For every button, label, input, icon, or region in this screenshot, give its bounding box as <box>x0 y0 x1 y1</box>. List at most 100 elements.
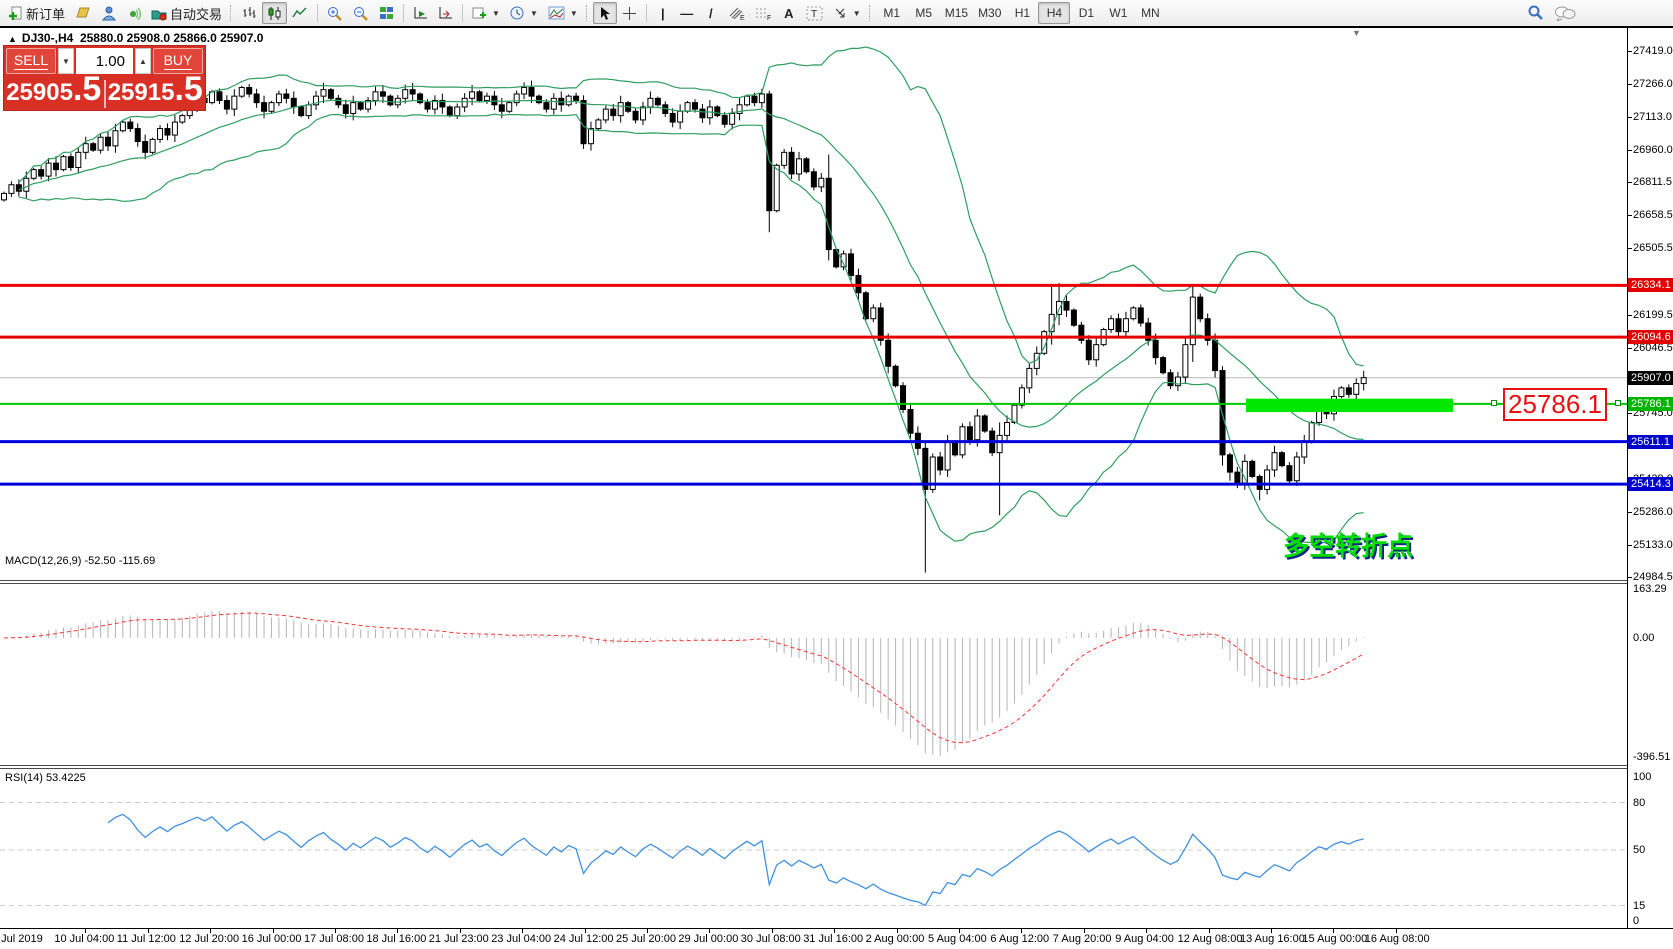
toolbar-separator <box>462 4 464 22</box>
chart-shift-button[interactable] <box>433 2 458 24</box>
time-axis-tick-mark <box>85 929 87 933</box>
rsi-panel-plot[interactable] <box>0 769 1628 928</box>
auto-scroll-button[interactable] <box>408 2 433 24</box>
bar-chart-button[interactable] <box>237 2 262 24</box>
channel-icon: E <box>729 7 745 21</box>
text-tool-icon: A <box>784 5 794 21</box>
text-tool-button[interactable]: A <box>777 2 801 24</box>
chart-title: ▲ DJ30-,H4 25880.0 25908.0 25866.0 25907.… <box>8 31 263 45</box>
indicators-button[interactable]: ▼ <box>543 2 583 24</box>
time-axis-label: 16 Aug 08:00 <box>1364 933 1430 945</box>
price-axis-border <box>1627 28 1628 929</box>
signal-icon <box>130 7 142 20</box>
pivot-price-callout[interactable]: 25786.1 <box>1503 388 1607 421</box>
time-axis-label: 25 Jul 20:00 <box>616 933 676 945</box>
volume-input[interactable]: 1.00 <box>76 48 133 74</box>
time-axis-tick-mark <box>1395 929 1397 933</box>
price-badge: 25786.1 <box>1628 396 1673 411</box>
time-axis-label: 17 Jul 08:00 <box>304 933 364 945</box>
object-handle[interactable] <box>1615 400 1621 406</box>
dropdown-caret: ▼ <box>492 8 500 18</box>
time-axis-tick-mark <box>584 929 586 933</box>
timeframe-button-m30[interactable]: M30 <box>978 6 1002 20</box>
trendline-tool-button[interactable]: / <box>699 2 723 24</box>
chart-window-border <box>0 26 1673 28</box>
channel-tool-button[interactable]: E <box>723 2 750 24</box>
rsi-scale-label: 0 <box>1633 915 1640 927</box>
indicators-icon <box>548 6 565 20</box>
cursor-icon <box>601 6 611 20</box>
candlestick-chart-button[interactable] <box>262 2 288 24</box>
price-badge: 25611.1 <box>1628 434 1673 449</box>
cursor-tool-button[interactable] <box>592 2 617 24</box>
sell-button[interactable]: SELL <box>6 48 56 74</box>
time-axis-tick-mark <box>335 929 336 933</box>
time-axis-tick-mark <box>272 929 274 933</box>
shapes-tool-button[interactable]: ▼ <box>828 2 866 24</box>
period-button[interactable]: ▼ <box>505 2 543 24</box>
volume-increase-button[interactable]: ▲ <box>135 48 151 74</box>
time-axis-tick-mark <box>1208 929 1210 933</box>
main-chart-plot[interactable] <box>0 28 1628 581</box>
trendline-icon: / <box>708 5 713 21</box>
search-button[interactable] <box>1522 2 1549 24</box>
chart-shift-marker[interactable]: ▼ <box>1352 28 1361 38</box>
timeframe-button-mn[interactable]: MN <box>1141 6 1160 20</box>
toolbar-separator <box>317 4 319 22</box>
eraser-button[interactable] <box>70 2 96 24</box>
autotrading-button[interactable]: 自动交易 <box>146 2 227 24</box>
panel-separator[interactable] <box>0 580 1628 584</box>
price-axis-tick-mark <box>1628 150 1632 152</box>
panel-separator[interactable] <box>0 765 1628 769</box>
time-axis-tick-mark <box>210 929 212 933</box>
timeframe-button-d1[interactable]: D1 <box>1078 6 1095 20</box>
object-handle[interactable] <box>1491 400 1497 406</box>
vline-icon: | <box>660 5 665 21</box>
new-order-button[interactable]: 新订单 <box>3 2 70 24</box>
price-axis-tick-mark <box>1628 544 1632 546</box>
buy-price[interactable]: 25915.5 <box>107 70 203 108</box>
label-tool-button[interactable]: T <box>801 2 828 24</box>
price-axis-tick: 25133.0 <box>1633 538 1673 551</box>
zoom-out-button[interactable] <box>348 2 374 24</box>
volume-decrease-button[interactable]: ▼ <box>58 48 74 74</box>
zoom-in-button[interactable] <box>322 2 348 24</box>
price-divider <box>103 80 106 108</box>
chart-shift-icon <box>439 7 453 19</box>
time-axis-tick-mark <box>896 929 898 933</box>
timeframe-button-m5[interactable]: M5 <box>915 6 933 20</box>
collapse-panel-arrow[interactable]: ▲ <box>8 34 17 44</box>
new-template-button[interactable]: ▼ <box>467 2 505 24</box>
buy-button[interactable]: BUY <box>153 48 203 74</box>
line-chart-button[interactable] <box>287 2 313 24</box>
fibonacci-tool-button[interactable]: F <box>750 2 777 24</box>
crosshair-tool-button[interactable] <box>617 2 642 24</box>
auto-scroll-icon <box>414 7 428 19</box>
timeframe-button-h4[interactable]: H4 <box>1038 2 1071 24</box>
svg-text:F: F <box>767 15 771 21</box>
time-axis-tick-mark <box>147 929 149 933</box>
price-axis-tick: 26046.5 <box>1633 341 1673 354</box>
timeframe-button-h1[interactable]: H1 <box>1014 6 1031 20</box>
symbol-period: DJ30-,H4 <box>21 31 74 45</box>
chat-button[interactable] <box>1549 2 1581 24</box>
timeframe-button-m15[interactable]: M15 <box>944 6 969 20</box>
time-axis-label: 16 Jul 00:00 <box>241 933 302 945</box>
turning-point-annotation[interactable]: 多空转折点 <box>1283 531 1414 561</box>
market-watch-button[interactable] <box>96 2 121 24</box>
timeframe-button-w1[interactable]: W1 <box>1109 6 1128 20</box>
time-axis-tick-mark <box>1083 929 1085 933</box>
time-axis-tick-mark <box>709 929 711 933</box>
time-axis-tick-mark <box>1271 929 1272 933</box>
macd-panel-plot[interactable] <box>0 584 1628 765</box>
tile-windows-button[interactable] <box>374 2 399 24</box>
hline-tool-button[interactable]: — <box>675 2 699 24</box>
macd-label: MACD(12,26,9) -52.50 -115.69 <box>5 555 156 567</box>
sell-price[interactable]: 25905.5 <box>6 70 102 108</box>
vline-tool-button[interactable]: | <box>651 2 675 24</box>
timeframe-button-m1[interactable]: M1 <box>883 6 901 20</box>
price-axis-tick: 27113.0 <box>1633 111 1672 124</box>
new-order-label: 新订单 <box>26 6 66 22</box>
signal-button[interactable] <box>121 2 146 24</box>
ohlc-readout: 25880.0 25908.0 25866.0 25907.0 <box>79 31 264 45</box>
